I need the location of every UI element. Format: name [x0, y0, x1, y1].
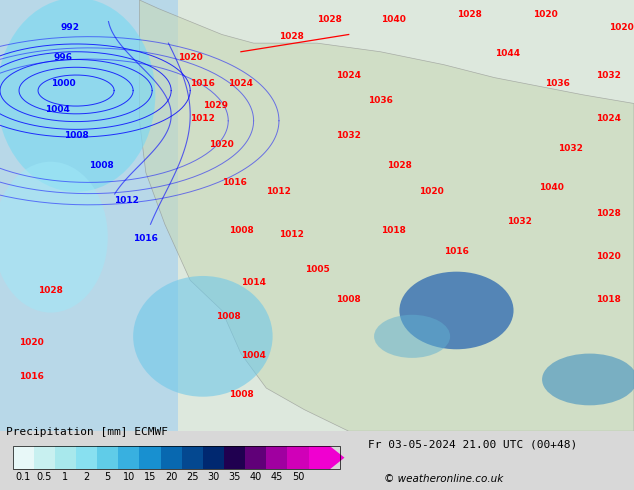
- Text: 50: 50: [292, 472, 304, 482]
- Text: 1016: 1016: [444, 247, 469, 256]
- Text: 1032: 1032: [507, 217, 533, 226]
- Text: 20: 20: [165, 472, 178, 482]
- Text: 1008: 1008: [228, 226, 254, 235]
- Bar: [13, 446, 34, 469]
- Text: 1016: 1016: [190, 79, 216, 88]
- Text: 0.5: 0.5: [37, 472, 52, 482]
- Bar: [139, 446, 160, 469]
- Text: 25: 25: [186, 472, 198, 482]
- Text: 1005: 1005: [304, 265, 330, 273]
- Ellipse shape: [374, 315, 450, 358]
- Text: 1020: 1020: [596, 252, 621, 261]
- Text: 1040: 1040: [380, 15, 406, 24]
- Text: 1012: 1012: [114, 196, 139, 205]
- Text: 996: 996: [54, 53, 73, 62]
- Text: 1018: 1018: [380, 226, 406, 235]
- Ellipse shape: [542, 354, 634, 405]
- FancyBboxPatch shape: [0, 0, 634, 431]
- Text: 1036: 1036: [545, 79, 571, 88]
- FancyBboxPatch shape: [0, 0, 178, 431]
- Text: 30: 30: [207, 472, 219, 482]
- Ellipse shape: [0, 0, 155, 192]
- Text: 45: 45: [271, 472, 283, 482]
- Text: 1024: 1024: [596, 114, 621, 122]
- Text: 1008: 1008: [336, 295, 361, 304]
- Text: 1040: 1040: [539, 183, 564, 192]
- Text: 1012: 1012: [266, 187, 292, 196]
- Polygon shape: [330, 446, 344, 469]
- Text: 1020: 1020: [19, 338, 44, 347]
- Text: Precipitation [mm] ECMWF: Precipitation [mm] ECMWF: [6, 427, 169, 437]
- Text: 992: 992: [60, 23, 79, 32]
- Text: 0.1: 0.1: [16, 472, 31, 482]
- Text: 15: 15: [144, 472, 156, 482]
- Bar: [119, 446, 139, 469]
- Bar: [76, 446, 97, 469]
- Text: 1020: 1020: [609, 23, 634, 32]
- Text: 1000: 1000: [51, 79, 75, 88]
- Text: 1008: 1008: [63, 131, 89, 140]
- Text: 1020: 1020: [418, 187, 444, 196]
- Text: 1014: 1014: [241, 278, 266, 287]
- Bar: [266, 446, 287, 469]
- Ellipse shape: [399, 271, 514, 349]
- Text: 1028: 1028: [387, 161, 412, 170]
- Bar: [55, 446, 76, 469]
- Bar: [34, 446, 55, 469]
- Text: 1012: 1012: [190, 114, 216, 122]
- Ellipse shape: [0, 162, 108, 313]
- Text: 1032: 1032: [596, 71, 621, 79]
- Text: 1008: 1008: [89, 161, 114, 170]
- Text: 1028: 1028: [317, 15, 342, 24]
- Text: 1016: 1016: [133, 235, 158, 244]
- Text: Fr 03-05-2024 21.00 UTC (00+48): Fr 03-05-2024 21.00 UTC (00+48): [368, 439, 577, 449]
- Text: 1004: 1004: [44, 105, 70, 114]
- Text: 2: 2: [84, 472, 90, 482]
- Text: 1044: 1044: [495, 49, 520, 58]
- Text: 1024: 1024: [228, 79, 254, 88]
- Bar: [182, 446, 203, 469]
- Bar: [224, 446, 245, 469]
- Text: 35: 35: [228, 472, 241, 482]
- Text: 1028: 1028: [456, 10, 482, 19]
- Text: 1020: 1020: [178, 53, 203, 62]
- Text: 1018: 1018: [596, 295, 621, 304]
- Text: 1: 1: [63, 472, 68, 482]
- Text: 1004: 1004: [241, 351, 266, 360]
- Text: 1008: 1008: [216, 312, 241, 321]
- Bar: [245, 446, 266, 469]
- Text: 1029: 1029: [203, 101, 228, 110]
- Text: 40: 40: [250, 472, 262, 482]
- Polygon shape: [139, 0, 634, 431]
- Bar: [287, 446, 309, 469]
- Bar: [13, 446, 340, 469]
- Ellipse shape: [133, 276, 273, 397]
- Text: 1024: 1024: [336, 71, 361, 79]
- Text: 1016: 1016: [222, 178, 247, 187]
- Text: 1020: 1020: [533, 10, 558, 19]
- Bar: [203, 446, 224, 469]
- Text: 5: 5: [105, 472, 111, 482]
- Text: 1028: 1028: [279, 32, 304, 41]
- Text: 1016: 1016: [19, 372, 44, 381]
- Text: 1028: 1028: [38, 286, 63, 295]
- Text: 1032: 1032: [336, 131, 361, 140]
- Bar: [160, 446, 182, 469]
- Text: 1028: 1028: [596, 209, 621, 218]
- Text: 10: 10: [123, 472, 135, 482]
- Bar: [97, 446, 119, 469]
- Text: 1036: 1036: [368, 97, 393, 105]
- Text: 1020: 1020: [209, 140, 235, 148]
- Text: 1032: 1032: [558, 144, 583, 153]
- Text: 1012: 1012: [279, 230, 304, 239]
- Bar: [309, 446, 330, 469]
- Text: 1008: 1008: [228, 390, 254, 399]
- Text: © weatheronline.co.uk: © weatheronline.co.uk: [384, 474, 503, 485]
